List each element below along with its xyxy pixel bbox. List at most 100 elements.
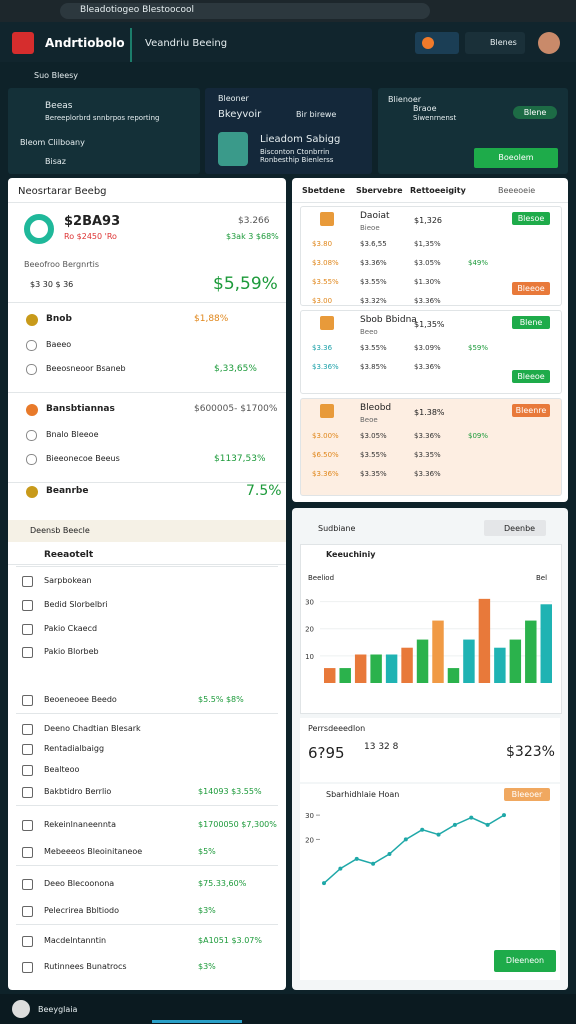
button-label: Blenes <box>490 38 517 47</box>
group-sub: Beeo <box>360 328 378 336</box>
bar <box>385 654 398 683</box>
row-icon <box>26 430 37 441</box>
card-sub: Bir birewe <box>296 110 337 119</box>
divider <box>8 482 286 483</box>
point <box>354 856 359 861</box>
panel-title: Sudbiane <box>318 524 356 533</box>
stat: 6?95 <box>308 744 345 762</box>
avatar[interactable] <box>538 32 560 54</box>
line-pill: Bleeoer <box>504 788 550 801</box>
card-title: Bleoner <box>218 94 249 103</box>
stats-title: Perrsdeeedlon <box>308 724 366 733</box>
group-name: Daoiat <box>360 211 390 221</box>
toolbar-text: Deensb Beecle <box>30 526 90 535</box>
card-button[interactable]: Boeolem <box>474 148 558 168</box>
bar <box>339 668 351 683</box>
list-label: Rutinnees Bunatrocs <box>44 962 127 971</box>
group-icon <box>320 404 334 418</box>
bar <box>494 647 506 683</box>
list-value: $3% <box>198 962 216 971</box>
list-label: Mebeeeos Bleoinitaneoe <box>44 847 143 856</box>
group-value: $600005- $1700% <box>194 404 278 414</box>
cell: $3.00 <box>312 297 333 305</box>
stats-card <box>300 718 560 782</box>
divider <box>8 392 286 393</box>
list-icon <box>22 744 33 755</box>
list-label: Bakbtidro Berrlio <box>44 787 112 796</box>
card-item: Braoe <box>413 104 437 113</box>
card-item: Siwenrnenst <box>413 114 457 122</box>
y-tick-label: 30 <box>305 599 314 607</box>
group-icon <box>26 486 38 498</box>
card-title: Blienoer <box>388 95 422 104</box>
divider <box>8 202 286 203</box>
y-tick-label: 20 <box>305 626 314 634</box>
list-title: Reeaotelt <box>44 550 94 560</box>
group-name: Sbob Bbidna <box>360 315 417 325</box>
shield-icon <box>218 132 248 166</box>
panel-button <box>484 520 546 536</box>
url-field[interactable] <box>60 3 430 19</box>
group-icon <box>26 314 38 326</box>
row-value: $,33,65% <box>214 364 257 374</box>
button-label: Deenbe <box>504 524 536 533</box>
card-value: Bisaz <box>45 157 66 166</box>
cell: $3.55% <box>360 344 387 352</box>
header-button[interactable] <box>465 32 525 54</box>
amount: $2BA93 <box>64 214 121 229</box>
chart-title: Keeuchiniy <box>326 550 376 559</box>
right-sub: $3ak 3 $68% <box>226 232 279 241</box>
group-value: $1.38% <box>414 408 445 417</box>
row-label: Bnalo Bleeoe <box>46 430 99 439</box>
bar <box>354 654 367 683</box>
divider <box>130 28 132 62</box>
url: Bleadotiogeo Blestoocool <box>80 5 195 15</box>
point <box>403 837 408 842</box>
group-value: 7.5% <box>246 483 282 499</box>
taskbar-app[interactable]: Beeyglaia <box>38 1005 78 1014</box>
group-title: Beanrbe <box>46 486 89 496</box>
nav[interactable]: Veandriu Beeing <box>145 38 228 49</box>
point <box>452 822 457 827</box>
cell: $3.36% <box>414 432 441 440</box>
group-sub: Beoe <box>360 416 378 424</box>
card-text: Bisconton Ctonbrrin Ronbesthip Bienlerss <box>260 148 334 164</box>
list-label: Macdelntanntin <box>44 936 107 945</box>
logo <box>12 32 34 54</box>
taskbar <box>0 994 576 1024</box>
bar <box>463 639 475 683</box>
column-header: Rettoeeigity <box>410 186 466 195</box>
point <box>387 852 392 856</box>
list-icon <box>22 820 33 831</box>
point <box>502 813 506 818</box>
action-button: Dleeneon <box>494 950 556 972</box>
cell: $6.50% <box>312 451 339 459</box>
group-value: $1,88% <box>194 314 229 324</box>
group-title: Bansbtiannas <box>46 404 115 414</box>
bar <box>370 654 382 683</box>
group-sub: Bieoe <box>360 224 380 232</box>
cell: $3.36% <box>312 470 339 478</box>
stat: $323% <box>506 744 555 760</box>
group-icon <box>320 212 334 226</box>
donut <box>24 214 54 244</box>
bar <box>478 598 491 683</box>
list-label: Rentadialbaigg <box>44 744 105 753</box>
cell: $3.05% <box>360 432 387 440</box>
card-title: Beeas <box>45 101 73 111</box>
cell: $3.6,55 <box>360 240 387 248</box>
pill: Blene <box>513 106 557 119</box>
list-value: $A1051 $3.07% <box>198 936 262 945</box>
row-icon <box>26 364 37 375</box>
row-label: Beeosneoor Bsaneb <box>46 364 126 373</box>
big-value: $5,59% <box>213 274 278 294</box>
cell: $09% <box>468 432 489 440</box>
start-icon[interactable] <box>12 1000 30 1018</box>
list-icon <box>22 600 33 611</box>
cell: $1.30% <box>414 278 441 286</box>
point <box>371 861 376 866</box>
point <box>436 832 441 837</box>
list-label: Pakio Blorbeb <box>44 647 99 656</box>
bar <box>432 620 444 683</box>
